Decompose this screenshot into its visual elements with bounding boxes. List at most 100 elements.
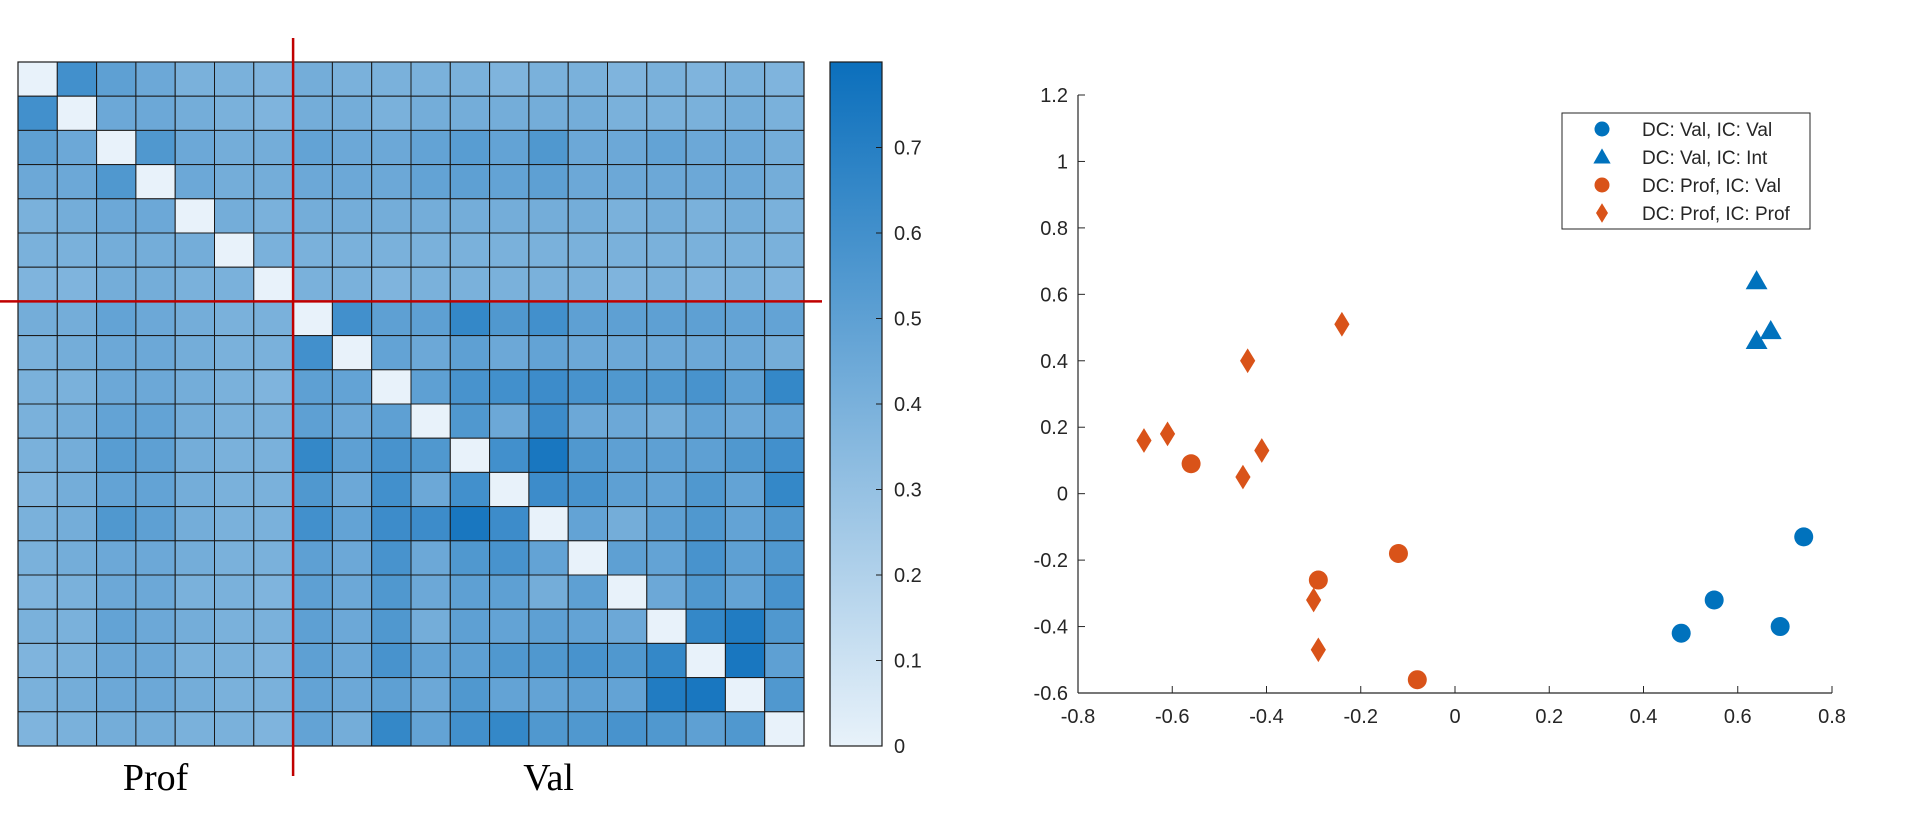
heatmap-cell (449, 198, 491, 234)
heatmap-cell (724, 437, 766, 473)
heatmap-cell (764, 642, 805, 679)
legend-marker (1593, 148, 1611, 164)
heatmap-cell (410, 95, 451, 131)
heatmap-cell (489, 61, 530, 97)
heatmap-cell (214, 198, 255, 234)
heatmap-cell (607, 677, 648, 713)
legend-marker (1594, 177, 1610, 193)
heatmap-cell (214, 642, 255, 679)
scatter-point (1745, 270, 1768, 290)
heatmap-cell (410, 198, 451, 234)
heatmap-cell (764, 608, 805, 644)
scatter-axes: -0.8 -0.6 -0.4 -0.2 0 0.2 0.4 0.6 0.8-0.6-0.4-0.… (1034, 85, 1846, 728)
x-tick-label: -0.6 (1155, 706, 1189, 728)
x-tick-label: 0.4 (1630, 706, 1658, 728)
heatmap-cell (685, 369, 726, 405)
heatmap-cell (764, 403, 805, 439)
heatmap-cell (253, 642, 294, 679)
heatmap-cell (174, 574, 215, 610)
heatmap-cell (449, 608, 491, 644)
heatmap-cell (253, 471, 294, 508)
heatmap-cell (410, 608, 451, 644)
heatmap-cell (292, 642, 333, 679)
heatmap-cell (724, 711, 766, 747)
heatmap-cell (292, 506, 333, 542)
heatmap-cell (56, 335, 98, 371)
heatmap-cell (764, 677, 805, 713)
heatmap-cell (292, 574, 333, 610)
heatmap-cell (528, 369, 569, 405)
heatmap-cell (607, 574, 648, 610)
scatter-point (1159, 421, 1176, 447)
heatmap-cell (253, 232, 294, 268)
heatmap-cell (331, 642, 373, 679)
heatmap-cell (449, 129, 491, 166)
heatmap-cell (724, 642, 766, 679)
heatmap-cell (685, 574, 726, 610)
heatmap-cell (764, 471, 805, 508)
heatmap-cell (449, 471, 491, 508)
scatter-point (1310, 637, 1326, 663)
heatmap-cell (567, 540, 609, 576)
heatmap-cell (174, 164, 215, 200)
heatmap-cell (96, 540, 137, 576)
heatmap-cell (17, 677, 58, 713)
heatmap-cell (528, 642, 569, 679)
colorbar: 0 0.1 0.2 0.3 0.4 0.5 0.6 0.7 (829, 61, 922, 758)
heatmap-cell (489, 369, 530, 405)
heatmap-cell (449, 677, 491, 713)
heatmap-cell (489, 129, 530, 166)
heatmap-cell (371, 61, 412, 97)
scatter-points (1136, 270, 1814, 690)
heatmap-cell (371, 266, 412, 302)
heatmap-cell (253, 129, 294, 166)
heatmap-cell (331, 95, 373, 131)
heatmap-cell (489, 300, 530, 337)
heatmap-cell (410, 266, 451, 302)
heatmap-border (17, 61, 805, 747)
heatmap-cell (214, 608, 255, 644)
heatmap-cell (135, 471, 176, 508)
legend-label: DC: Prof, IC: Prof (1642, 204, 1791, 225)
heatmap-cell (567, 608, 609, 644)
heatmap-cell (607, 403, 648, 439)
y-tick-label: -0.4 (1034, 617, 1068, 639)
heatmap-cell (646, 540, 687, 576)
heatmap-cell (17, 164, 58, 200)
heatmap-cell (253, 164, 294, 200)
heatmap-cell (567, 437, 609, 473)
heatmap-cell (174, 95, 215, 131)
heatmap-cell (135, 300, 176, 337)
heatmap-cell (685, 506, 726, 542)
scatter-point (1334, 311, 1350, 337)
heatmap-cell (371, 403, 412, 439)
group-dividers (0, 38, 822, 776)
heatmap-cell (253, 95, 294, 131)
legend-label: DC: Prof, IC: Val (1642, 176, 1781, 197)
heatmap-cell (567, 198, 609, 234)
heatmap-cell (56, 198, 98, 234)
heatmap-cell (135, 574, 176, 610)
heatmap-cell (56, 164, 98, 200)
heatmap-cell (331, 129, 373, 166)
heatmap-cell (607, 335, 648, 371)
heatmap-cell (449, 335, 491, 371)
heatmap-cell (410, 471, 451, 508)
heatmap-cell (607, 95, 648, 131)
heatmap-cell (567, 129, 609, 166)
y-tick-label: 0.4 (1040, 351, 1068, 373)
heatmap-cell (135, 540, 176, 576)
heatmap-cell (253, 506, 294, 542)
heatmap-cell (174, 711, 215, 747)
heatmap-cell (135, 95, 176, 131)
heatmap-cell (646, 369, 687, 405)
heatmap-cell (214, 129, 255, 166)
heatmap-cell (646, 61, 687, 97)
heatmap-cell (646, 403, 687, 439)
scatter-point (1671, 623, 1691, 643)
heatmap-cell (410, 164, 451, 200)
heatmap-cell (724, 608, 766, 644)
heatmap-cell (567, 95, 609, 131)
heatmap-cell (685, 437, 726, 473)
heatmap-cell (56, 540, 98, 576)
